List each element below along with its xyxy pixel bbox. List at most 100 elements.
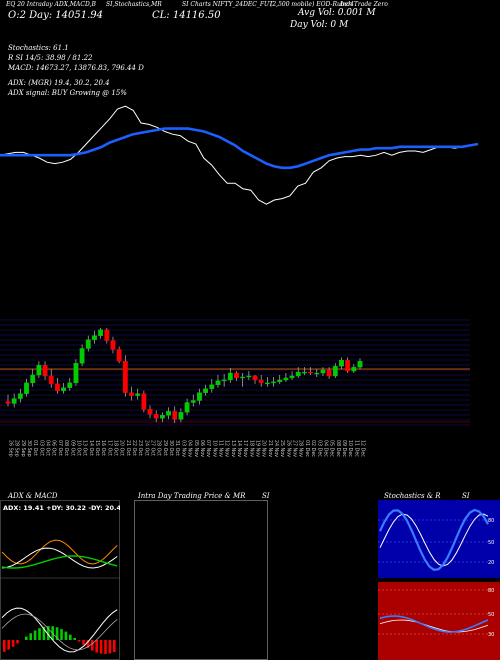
adx-subtitle: ADX: 19.41 +DY: 30.22 -DY: 20.4: [3, 504, 120, 512]
x-tick-label: 07 Oct: [57, 440, 63, 456]
header-col4: (2,500 mobile) EOD-Ruben: [270, 1, 353, 8]
rsi-line: [379, 615, 489, 633]
candle-body: [271, 381, 276, 384]
x-tick-label: 09 Dec: [341, 440, 347, 457]
x-tick-label: 26 Sep: [8, 440, 14, 457]
stoch-bottom-bg: [378, 582, 500, 660]
x-tick-label: 03 Dec: [316, 440, 322, 457]
macd-histogram-bar: [60, 629, 63, 640]
stoch-d-line: [379, 513, 489, 567]
x-tick-label: 03 Nov: [180, 440, 186, 457]
top-series-1: [0, 127, 479, 170]
candle-body: [129, 392, 134, 396]
x-tick-label: 05 Nov: [193, 440, 199, 457]
macd-histogram-bar: [29, 633, 32, 640]
x-tick-label: 11 Dec: [353, 440, 359, 457]
intraday-title: Intra Day Trading Price & MR: [138, 492, 246, 500]
macd-histogram-bar: [3, 640, 6, 652]
candle-body: [24, 382, 29, 394]
stoch-y-tick: 80: [488, 518, 494, 524]
candle-body: [221, 379, 227, 382]
x-tick-label: 27 Oct: [150, 440, 156, 456]
candle-body: [141, 393, 147, 410]
macd-histogram-bar: [104, 640, 107, 654]
candle-body: [197, 392, 202, 401]
candle-body: [326, 369, 332, 377]
x-tick-label: 12 Nov: [224, 440, 230, 457]
x-tick-label: 16 Oct: [100, 440, 106, 456]
rsi-signal-line: [379, 619, 489, 633]
stochastics-readout: Stochastics: 61.1: [8, 44, 69, 52]
x-tick-label: 17 Nov: [242, 440, 248, 457]
adx-line-green: [1, 555, 118, 569]
macd-histogram-bar: [77, 640, 81, 642]
candle-body: [308, 371, 313, 374]
x-tick-label: 23 Oct: [137, 440, 143, 456]
adx-readout: ADX: (MGR) 19.4, 30.2, 20.4: [8, 79, 110, 87]
candle-body: [252, 375, 258, 381]
stoch-title-right: SI: [462, 492, 470, 500]
candle-body: [351, 366, 357, 372]
macd-signal-line: [1, 613, 118, 651]
candle-body: [122, 361, 128, 393]
top-series-0: [0, 105, 479, 205]
adx-panel-frame: [0, 500, 120, 660]
x-tick-label: 14 Nov: [236, 440, 242, 457]
macd-line: [1, 607, 118, 653]
x-tick-label: 18 Nov: [248, 440, 254, 457]
candle-body: [110, 340, 116, 350]
macd-histogram-bar: [99, 640, 103, 654]
x-tick-label: 18 Oct: [112, 440, 118, 456]
x-tick-label: 28 Oct: [156, 440, 162, 456]
x-tick-label: 28 Sep: [14, 440, 20, 457]
macd-histogram-bar: [91, 640, 94, 651]
candle-body: [116, 349, 122, 362]
candle-body: [5, 401, 11, 404]
x-tick-label: 10 Dec: [347, 440, 353, 457]
macd-histogram-bar: [69, 634, 72, 640]
adx-macd-panel: ADX: 19.41 +DY: 30.22 -DY: 20.4: [0, 500, 120, 660]
candle-body: [215, 380, 221, 386]
x-tick-label: 04 Nov: [187, 440, 193, 457]
rsi-readout: R SI 14/5: 38.98 / 81.22: [8, 54, 93, 62]
candle-body: [104, 329, 110, 341]
candle-body: [153, 414, 159, 419]
x-tick-label: 01 Oct: [32, 440, 38, 456]
macd-histogram-bar: [11, 640, 15, 647]
macd-histogram-bar: [82, 640, 85, 645]
candle-body: [190, 400, 196, 403]
adx-line-white: [1, 547, 118, 569]
x-tick-label: 21 Oct: [125, 440, 131, 456]
stoch-k-line: [379, 508, 489, 571]
x-tick-label: 22 Oct: [131, 440, 137, 456]
candle-body: [48, 375, 54, 385]
candle-body: [159, 415, 165, 419]
candle-body: [258, 379, 264, 384]
x-tick-label: 03 Oct: [38, 440, 44, 456]
macd-histogram-bar: [64, 631, 68, 640]
intraday-panel: [134, 500, 268, 660]
top-line-chart: [0, 105, 479, 205]
x-tick-label: 08 Dec: [335, 440, 341, 457]
x-tick-label: 05 Dec: [329, 440, 335, 457]
x-tick-label: 20 Nov: [261, 440, 267, 457]
macd-histogram-bar: [86, 640, 90, 649]
x-tick-label: 04 Oct: [45, 440, 51, 456]
candle-body: [85, 339, 91, 349]
candle-body: [184, 402, 190, 413]
x-tick-label: 13 Oct: [82, 440, 88, 456]
x-tick-label: 09 Oct: [69, 440, 75, 456]
x-tick-label: 29 Sep: [20, 440, 26, 457]
macd-histogram-bar: [73, 638, 76, 640]
candle-body: [17, 393, 23, 399]
candle-body: [345, 360, 351, 372]
candle-body: [135, 393, 141, 396]
candle-body: [30, 374, 36, 384]
candle-body: [332, 365, 338, 377]
macd-histogram-bar: [108, 640, 112, 654]
adx-macd-title: ADX & MACD: [8, 492, 58, 500]
x-tick-label: 30 Oct: [168, 440, 174, 456]
x-tick-label: 29 Oct: [162, 440, 168, 456]
candle-body: [42, 364, 48, 377]
x-tick-label: 24 Nov: [273, 440, 279, 457]
